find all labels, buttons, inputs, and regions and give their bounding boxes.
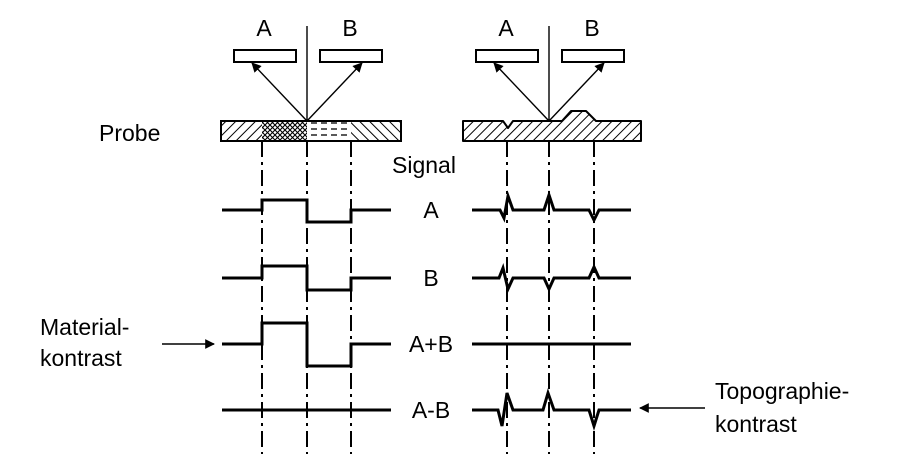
label-signal: Signal: [392, 152, 456, 178]
sample-left: [220, 120, 402, 142]
backscatter-ray-a-left: [251, 62, 308, 122]
label-topography-contrast-1: Topographie-: [715, 378, 849, 404]
label-material-contrast-2: kontrast: [40, 345, 122, 371]
label-material-contrast-1: Material-: [40, 314, 129, 340]
right-signal-a: [472, 190, 631, 224]
detector-b-left: [319, 49, 383, 63]
backscatter-ray-b-right: [548, 62, 605, 122]
backscatter-ray-b-left: [306, 62, 363, 122]
label-detector-b-right: B: [584, 15, 599, 41]
label-topography-contrast-2: kontrast: [715, 411, 797, 437]
label-detector-b-left: B: [342, 15, 357, 41]
sample-right: [462, 110, 642, 142]
left-signal-b: [222, 264, 391, 292]
detector-b-right: [561, 49, 625, 63]
label-probe: Probe: [99, 120, 160, 146]
detector-a-left: [233, 49, 297, 63]
detector-a-right: [475, 49, 539, 63]
label-detector-a-left: A: [256, 15, 272, 41]
label-row-a: A: [423, 197, 439, 223]
label-row-diff: A-B: [412, 397, 450, 423]
left-signal-a: [222, 198, 391, 224]
right-detector-group: [475, 26, 625, 122]
right-signal-b: [472, 263, 631, 294]
right-signal-diff: [472, 388, 631, 432]
label-row-sum: A+B: [409, 331, 453, 357]
left-signal-sum: [222, 321, 391, 368]
backscatter-ray-a-right: [493, 62, 550, 122]
label-detector-a-right: A: [498, 15, 514, 41]
label-row-b: B: [423, 265, 438, 291]
left-detector-group: [233, 26, 383, 122]
